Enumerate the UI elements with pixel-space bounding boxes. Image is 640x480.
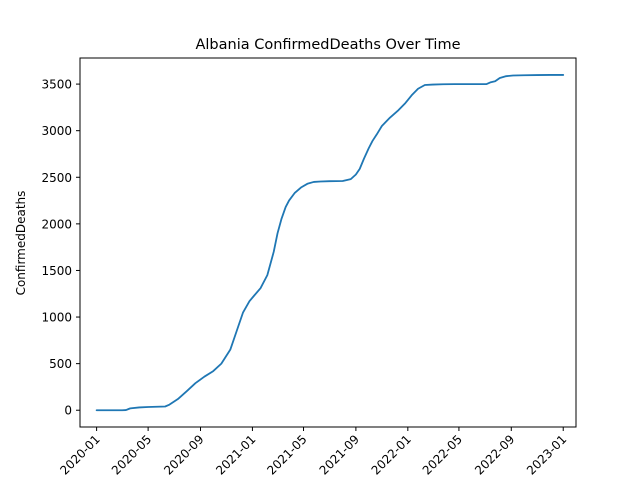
y-tick-label: 1000 [41, 311, 72, 325]
y-tick-label: 2500 [41, 171, 72, 185]
y-axis-label: ConfirmedDeaths [14, 191, 28, 296]
y-tick-label: 2000 [41, 217, 72, 231]
y-tick-label: 3000 [41, 124, 72, 138]
chart-title: Albania ConfirmedDeaths Over Time [195, 37, 460, 53]
y-tick-label: 500 [49, 357, 72, 371]
y-tick-label: 0 [64, 404, 72, 418]
y-tick-label: 1500 [41, 264, 72, 278]
y-tick-label: 3500 [41, 78, 72, 92]
